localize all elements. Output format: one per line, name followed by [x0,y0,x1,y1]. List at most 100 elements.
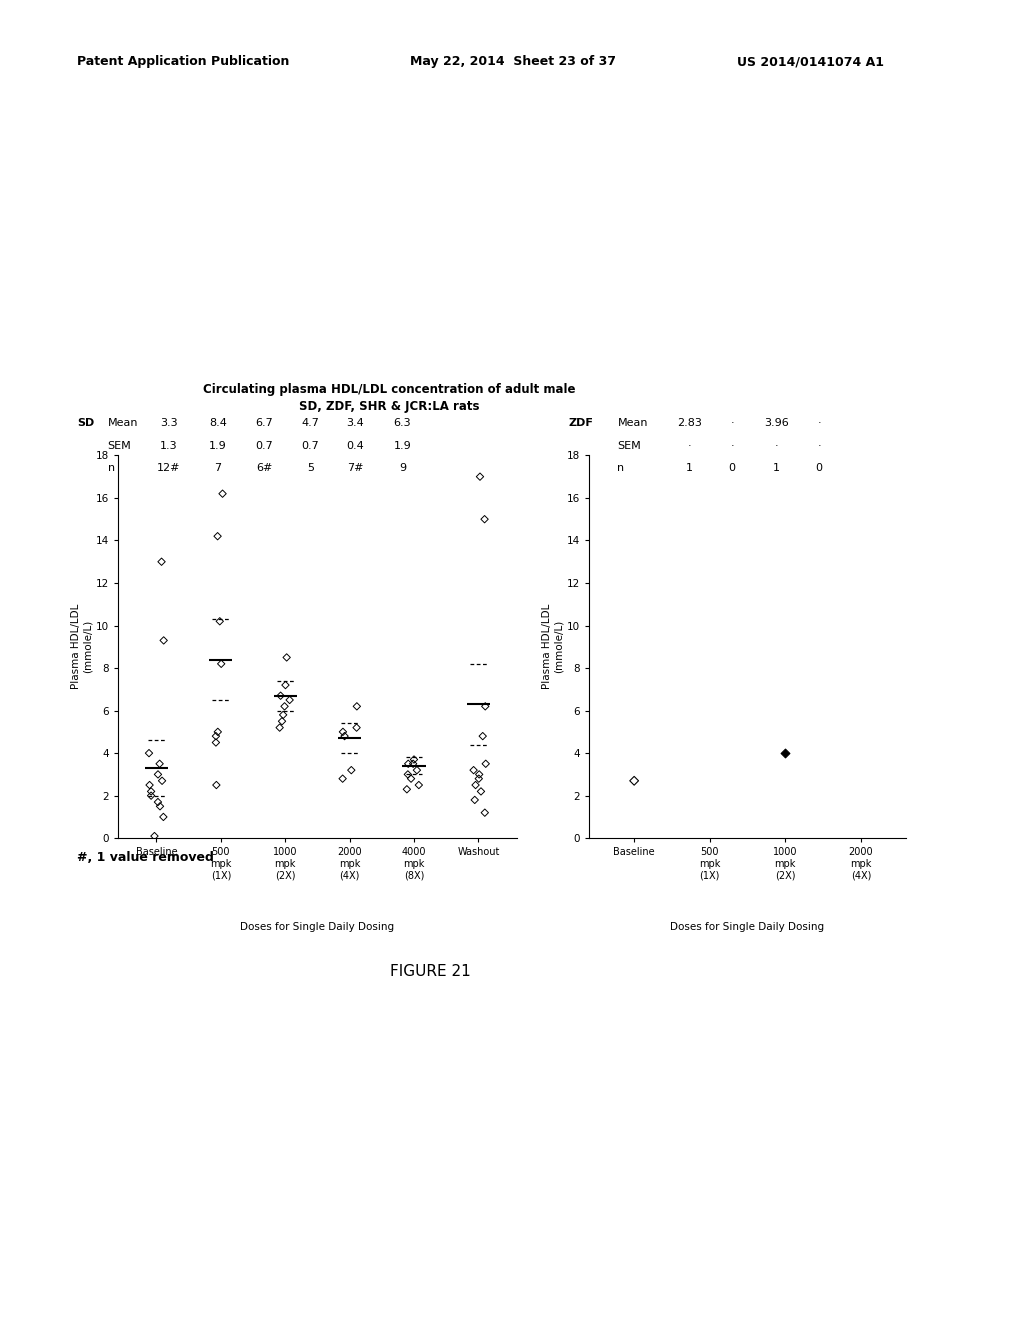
Point [150,792,166,813]
Point [474,726,490,747]
Text: 4.7: 4.7 [301,418,319,429]
Point [272,685,289,706]
Y-axis label: Plasma HDL/LDL
(mmole/L): Plasma HDL/LDL (mmole/L) [542,605,564,689]
Point [348,696,365,717]
Text: 3.96: 3.96 [764,418,788,429]
Point [208,726,224,747]
Text: ·: · [730,418,734,429]
Point [282,689,298,710]
Point [212,611,228,632]
Point [276,696,293,717]
Text: 6.7: 6.7 [255,418,273,429]
Text: May 22, 2014  Sheet 23 of 37: May 22, 2014 Sheet 23 of 37 [410,55,615,69]
Text: 12#: 12# [158,463,180,474]
Point [409,759,425,780]
Text: ·: · [817,418,821,429]
Text: 0.4: 0.4 [346,441,365,451]
Text: ·: · [730,441,734,451]
Text: ZDF: ZDF [568,418,593,429]
Point [143,781,160,803]
Point [343,759,359,780]
Point [626,770,642,791]
Text: n: n [617,463,625,474]
Text: 7: 7 [215,463,221,474]
Point [336,726,352,747]
Text: 8.4: 8.4 [209,418,227,429]
Text: 2.83: 2.83 [677,418,701,429]
Text: ·: · [687,441,691,451]
Point [348,717,365,738]
Point [209,525,225,546]
Point [400,754,417,775]
Point [477,696,494,717]
Text: Mean: Mean [617,418,648,429]
Text: 1: 1 [773,463,779,474]
Point [152,754,168,775]
Point [208,775,224,796]
Text: 0: 0 [729,463,735,474]
Text: 7#: 7# [347,463,364,474]
Text: n: n [108,463,115,474]
Text: 1: 1 [686,463,692,474]
Point [271,717,288,738]
Text: 6.3: 6.3 [393,418,412,429]
Text: FIGURE 21: FIGURE 21 [390,964,470,978]
Point [473,781,489,803]
Point [273,710,290,731]
Text: 0.7: 0.7 [255,441,273,451]
Text: ·: · [774,441,778,451]
Text: 9: 9 [399,463,406,474]
Point [404,754,421,775]
Point [472,466,488,487]
Text: SD: SD [77,418,94,429]
Text: Circulating plasma HDL/LDL concentration of adult male: Circulating plasma HDL/LDL concentration… [203,383,575,396]
Point [398,779,415,800]
Point [411,775,427,796]
Point [399,764,416,785]
Text: Patent Application Publication: Patent Application Publication [77,55,289,69]
Point [466,759,482,780]
Point [141,775,158,796]
Point [214,483,230,504]
Text: 3.3: 3.3 [160,418,178,429]
X-axis label: Doses for Single Daily Dosing: Doses for Single Daily Dosing [671,923,824,932]
Point [279,647,295,668]
Text: SD, ZDF, SHR & JCR:LA rats: SD, ZDF, SHR & JCR:LA rats [299,400,479,413]
Point [141,743,158,764]
Y-axis label: Plasma HDL/LDL
(mmole/L): Plasma HDL/LDL (mmole/L) [71,605,93,689]
Point [143,785,160,807]
Point [477,754,494,775]
Point [467,789,483,810]
Point [476,803,493,824]
Point [335,768,351,789]
Text: 5: 5 [307,463,313,474]
Point [467,775,483,796]
Point [146,825,163,846]
Text: 1.9: 1.9 [393,441,412,451]
Point [406,748,422,770]
Point [150,764,166,785]
Text: 3.4: 3.4 [346,418,365,429]
Point [278,675,294,696]
Text: ·: · [817,441,821,451]
Point [476,508,493,529]
Point [156,807,172,828]
Point [335,721,351,742]
Point [156,630,172,651]
Text: 6#: 6# [256,463,272,474]
Text: US 2014/0141074 A1: US 2014/0141074 A1 [737,55,885,69]
Point [213,653,229,675]
Point [471,764,487,785]
Point [154,552,170,573]
Text: Mean: Mean [108,418,138,429]
Point [777,743,794,764]
Point [154,770,170,791]
Text: #, 1 value removed: #, 1 value removed [77,851,214,865]
Text: 1.3: 1.3 [160,441,178,451]
Point [208,731,224,752]
X-axis label: Doses for Single Daily Dosing: Doses for Single Daily Dosing [241,923,394,932]
Point [210,721,226,742]
Text: 0: 0 [816,463,822,474]
Point [471,768,487,789]
Point [275,705,292,726]
